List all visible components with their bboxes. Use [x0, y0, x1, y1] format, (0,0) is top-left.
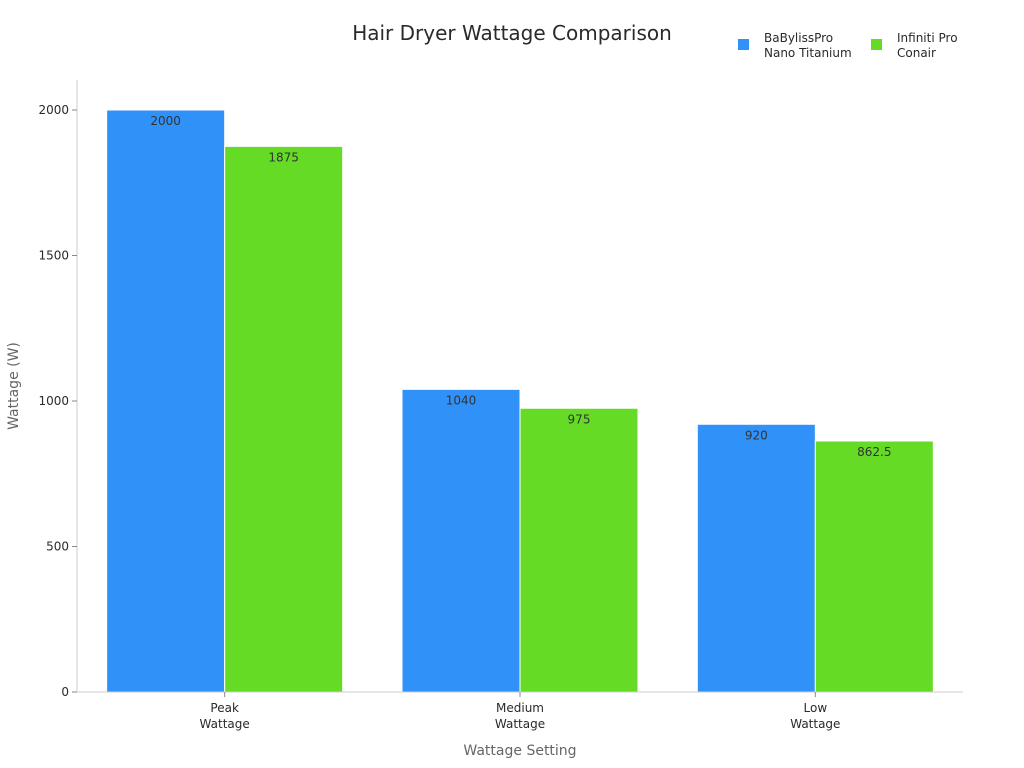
x-tick-label: Medium Wattage: [495, 701, 545, 731]
chart-title: Hair Dryer Wattage Comparison: [352, 21, 672, 45]
x-tick-label-line: Wattage: [200, 717, 250, 731]
bar: [401, 388, 521, 693]
x-tick-label-line: Wattage: [495, 717, 545, 731]
data-label: 1040: [446, 393, 477, 407]
bar: [519, 407, 639, 693]
legend-swatch: [871, 39, 882, 50]
x-tick-label: Peak Wattage: [200, 701, 250, 731]
data-label: 862.5: [857, 445, 891, 459]
legend: BaBylissPro Nano Titanium Infiniti Pro Cona…: [738, 31, 958, 60]
x-axis: Peak Wattage Medium Wattage Low Wattage: [77, 691, 963, 731]
x-tick-label: Low Wattage: [790, 701, 840, 731]
bar-group: 2000 1875 1040 975 920 862.5: [106, 109, 934, 693]
legend-swatch: [738, 39, 749, 50]
bar: [696, 423, 816, 693]
bar: [814, 440, 934, 693]
legend-label-line: Infiniti Pro: [897, 31, 958, 45]
y-tick-label: 2000: [38, 103, 69, 117]
y-axis: 0 500 1000 1500 2000: [38, 80, 78, 699]
y-tick-label: 1000: [38, 394, 69, 408]
bar: [224, 145, 344, 693]
x-tick-label-line: Wattage: [790, 717, 840, 731]
x-tick-label-line: Peak: [210, 701, 239, 715]
legend-label-line: BaBylissPro: [764, 31, 833, 45]
data-label: 920: [745, 428, 768, 442]
y-tick-label: 0: [61, 685, 69, 699]
legend-label: BaBylissPro Nano Titanium: [764, 31, 852, 60]
x-tick-label-line: Low: [804, 701, 828, 715]
data-label: 975: [568, 412, 591, 426]
y-tick-label: 1500: [38, 249, 69, 263]
y-tick-label: 500: [46, 540, 69, 554]
x-axis-title: Wattage Setting: [463, 743, 576, 759]
data-label: 1875: [268, 150, 299, 164]
legend-label: Infiniti Pro Conair: [897, 31, 958, 60]
legend-label-line: Conair: [897, 46, 936, 60]
legend-label-line: Nano Titanium: [764, 46, 852, 60]
data-label: 2000: [150, 114, 181, 128]
y-axis-title: Wattage (W): [6, 342, 22, 430]
x-tick-label-line: Medium: [496, 701, 544, 715]
bar: [106, 109, 226, 693]
